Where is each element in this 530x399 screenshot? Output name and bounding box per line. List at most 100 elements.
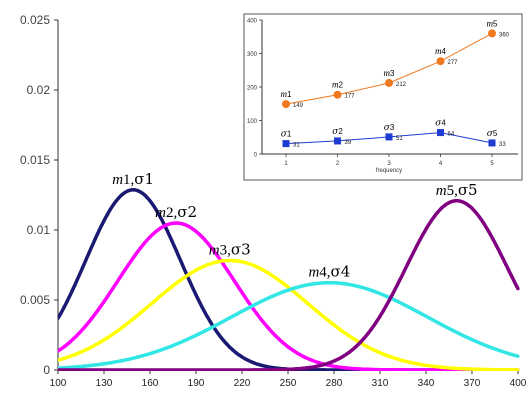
data-point (231, 259, 235, 263)
data-point (249, 368, 253, 371)
data-point (314, 360, 318, 364)
data-point (117, 359, 121, 363)
data-point (406, 360, 410, 364)
data-point (166, 287, 170, 292)
data-point (455, 366, 459, 370)
data-point (347, 334, 351, 338)
data-point (114, 330, 118, 334)
data-point (378, 351, 382, 355)
data-point (341, 282, 345, 286)
data-point (482, 343, 486, 347)
data-point (105, 368, 109, 371)
data-point (261, 268, 266, 272)
data-point (179, 368, 183, 371)
x-tick-label: 250 (280, 378, 297, 389)
data-point (74, 365, 78, 369)
data-point (338, 356, 342, 360)
data-point (344, 366, 348, 370)
inset-y-tick-label: 100 (247, 119, 258, 125)
data-point (353, 367, 358, 371)
data-point (62, 356, 66, 360)
label-mean: m (209, 242, 220, 258)
data-point (504, 368, 508, 371)
data-point (307, 303, 312, 307)
data-point (421, 368, 425, 371)
data-point (356, 284, 361, 289)
data-point (246, 300, 250, 304)
data-point (182, 339, 186, 343)
inset-point-label: m3 (384, 68, 396, 78)
data-point (418, 362, 422, 366)
data-point (350, 336, 354, 340)
data-point (139, 246, 143, 250)
data-point (87, 346, 91, 351)
data-point (87, 364, 91, 368)
data-point (258, 300, 262, 304)
data-point (96, 231, 100, 235)
data-point (71, 353, 75, 357)
inset-value-label: 31 (293, 143, 300, 149)
data-point (59, 311, 63, 315)
data-point (421, 232, 425, 237)
data-point (136, 355, 140, 359)
data-point (448, 327, 453, 331)
data-point (298, 295, 302, 299)
data-point (105, 213, 109, 217)
data-point (74, 352, 78, 356)
data-point (157, 368, 161, 371)
data-point (105, 336, 109, 340)
data-point (90, 345, 94, 349)
data-point (399, 275, 404, 279)
data-point (485, 367, 489, 371)
data-point (96, 368, 100, 371)
data-point (191, 270, 195, 274)
data-point (188, 336, 192, 340)
data-point (240, 368, 244, 371)
data-point (261, 364, 266, 368)
data-point (320, 281, 324, 285)
data-point (332, 364, 336, 368)
data-point (209, 321, 213, 325)
data-point (68, 354, 72, 358)
data-point (206, 316, 210, 320)
data-point (172, 343, 177, 347)
data-point (372, 348, 376, 352)
data-point (264, 297, 269, 301)
data-point (258, 316, 262, 320)
data-point (338, 365, 342, 369)
data-point (310, 368, 315, 371)
data-point (427, 222, 431, 226)
data-point (501, 368, 505, 371)
data-point (237, 368, 241, 371)
data-point (402, 359, 407, 363)
data-point (458, 332, 462, 336)
data-point (516, 368, 520, 371)
data-point (228, 272, 232, 276)
data-point (105, 295, 109, 299)
data-point (166, 345, 170, 349)
data-point (188, 272, 192, 276)
data-point (222, 338, 226, 343)
data-point (412, 308, 416, 312)
series-label-5: m5,σ5 (436, 181, 478, 199)
data-point (366, 287, 370, 291)
data-point (240, 355, 244, 359)
data-point (130, 318, 134, 322)
data-point (295, 285, 299, 289)
data-point (390, 355, 394, 359)
data-point (402, 303, 407, 307)
data-point (424, 363, 428, 367)
data-point (172, 221, 177, 225)
data-point (108, 334, 112, 338)
series-line-3 (58, 258, 518, 371)
data-point (363, 336, 367, 340)
data-point (209, 261, 213, 266)
data-point (439, 368, 443, 371)
data-point (393, 368, 397, 371)
data-point (231, 314, 235, 318)
data-point (335, 358, 339, 362)
data-point (197, 368, 201, 371)
data-point (381, 368, 385, 371)
data-point (255, 265, 259, 269)
data-point (182, 266, 186, 270)
